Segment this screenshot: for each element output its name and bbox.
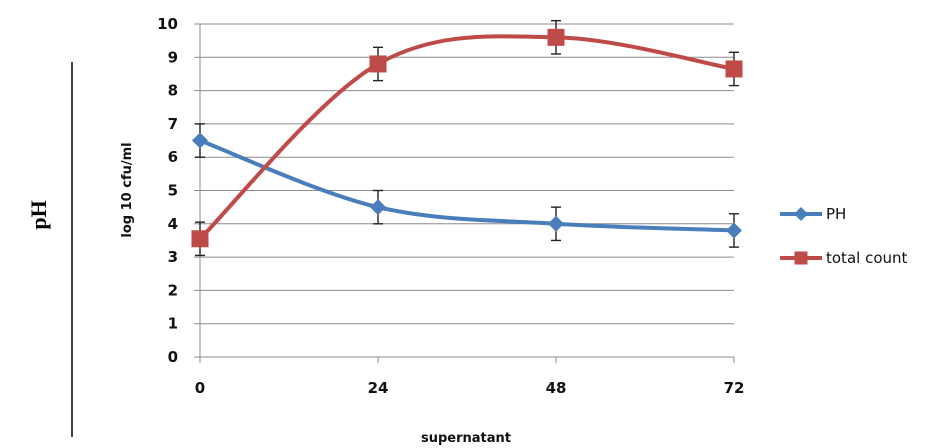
y-tick-label: 2 xyxy=(168,281,178,299)
y-tick-label: 6 xyxy=(168,148,178,166)
data-point-total-count xyxy=(369,55,387,73)
y-tick-labels: 0 1 2 3 4 5 6 7 8 9 10 xyxy=(157,15,178,366)
series-total-count xyxy=(191,19,743,257)
y-tick-label: 3 xyxy=(168,248,178,266)
data-point-total-count xyxy=(547,28,565,46)
y-tick-label: 1 xyxy=(168,315,178,333)
y-axis-title: log 10 cfu/ml xyxy=(120,142,135,237)
data-point-ph xyxy=(726,222,742,239)
y-tick-label: 8 xyxy=(168,82,178,100)
series-line-total-count xyxy=(198,34,736,241)
y-tick-label: 4 xyxy=(168,215,178,233)
grid-lines xyxy=(200,23,734,325)
legend-item-ph: PH xyxy=(780,205,846,223)
data-point-total-count xyxy=(725,60,743,78)
legend-label: total count xyxy=(826,249,908,267)
legend-label: PH xyxy=(826,205,846,223)
y-tick-label: 7 xyxy=(168,115,178,133)
legend-item-total-count: total count xyxy=(780,249,908,267)
legend-swatch-marker xyxy=(794,251,808,265)
x-axis-title: supernatant xyxy=(421,431,511,446)
legend: PH total count xyxy=(780,205,908,267)
x-tick-labels: 0 24 48 72 xyxy=(195,379,745,397)
series-line-ph xyxy=(198,138,736,233)
y-tick-label: 9 xyxy=(168,48,178,66)
data-point-ph xyxy=(370,199,386,216)
y-tick-label: 0 xyxy=(168,348,178,366)
data-point-total-count xyxy=(191,230,209,248)
data-point-ph xyxy=(548,215,564,232)
x-tick-label: 72 xyxy=(724,379,745,397)
legend-swatch-marker xyxy=(794,207,808,221)
series-layer xyxy=(191,19,743,257)
x-tick-label: 48 xyxy=(546,379,567,397)
data-point-ph xyxy=(192,132,208,149)
axes xyxy=(194,23,735,363)
series-ph xyxy=(192,123,742,248)
x-tick-label: 0 xyxy=(195,379,205,397)
ph-side-label: pH xyxy=(26,200,51,229)
y-tick-label: 5 xyxy=(168,182,178,200)
x-tick-label: 24 xyxy=(368,379,389,397)
y-tick-label: 10 xyxy=(157,15,178,33)
